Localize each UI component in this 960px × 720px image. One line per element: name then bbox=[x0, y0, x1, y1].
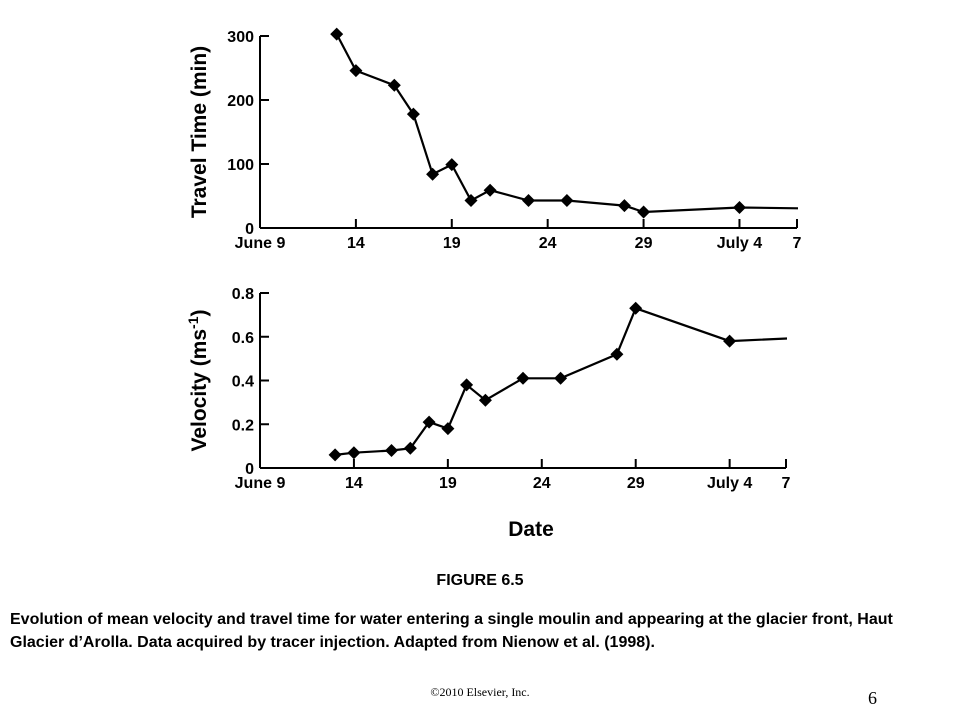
x-tick-label: 7 bbox=[782, 475, 791, 492]
series-line bbox=[335, 33, 798, 214]
y-tick-label: 0.6 bbox=[232, 330, 254, 347]
data-point-marker bbox=[387, 78, 401, 92]
data-point-marker bbox=[445, 158, 459, 172]
data-point-marker bbox=[560, 194, 574, 207]
y-axis-label: Velocity (ms-1) bbox=[185, 309, 211, 451]
data-point-marker bbox=[349, 64, 363, 78]
data-point-marker bbox=[464, 194, 478, 207]
data-point-marker bbox=[483, 183, 497, 197]
x-tick-label: 24 bbox=[533, 475, 551, 492]
x-tick-label: 19 bbox=[439, 475, 457, 492]
data-point-marker bbox=[522, 194, 535, 207]
y-tick-label: 0.4 bbox=[232, 374, 254, 391]
data-point-marker bbox=[516, 371, 530, 385]
y-tick-label: 0 bbox=[245, 221, 254, 238]
data-point-marker bbox=[426, 167, 440, 181]
data-point-marker bbox=[330, 27, 344, 41]
y-axis-label-superscript: -1 bbox=[185, 316, 201, 329]
data-point-marker bbox=[637, 205, 651, 219]
data-point-marker bbox=[385, 444, 398, 457]
x-tick-label: June 9 bbox=[235, 475, 286, 492]
y-tick-label: 100 bbox=[227, 157, 254, 174]
y-tick-label: 0.8 bbox=[232, 286, 254, 303]
x-tick-label: 14 bbox=[347, 235, 365, 252]
x-tick-label: 24 bbox=[539, 235, 557, 252]
y-axis-label: Travel Time (min) bbox=[188, 46, 211, 218]
figure-charts: 0 100 200 300 June 9 14 19 24 29 July 4 7 Travel Ti… bbox=[185, 27, 802, 541]
x-tick-label: 7 bbox=[793, 235, 802, 252]
x-tick-label: 29 bbox=[635, 235, 653, 252]
data-point-marker bbox=[733, 201, 746, 214]
data-point-marker bbox=[723, 334, 737, 348]
y-tick-label: 0 bbox=[245, 461, 254, 478]
x-tick-label: July 4 bbox=[707, 475, 752, 492]
data-point-marker bbox=[610, 347, 624, 361]
data-point-marker bbox=[478, 393, 492, 407]
data-point-marker bbox=[403, 441, 417, 455]
page-number: 6 bbox=[868, 688, 877, 708]
figure-title: FIGURE 6.5 bbox=[436, 572, 524, 589]
data-point-marker bbox=[347, 446, 361, 460]
data-point-marker bbox=[406, 107, 420, 121]
x-tick-label: 19 bbox=[443, 235, 461, 252]
x-tick-label: June 9 bbox=[235, 235, 286, 252]
x-tick-label: July 4 bbox=[717, 235, 762, 252]
data-point-marker bbox=[617, 199, 631, 213]
x-tick-label: 14 bbox=[345, 475, 363, 492]
data-point-marker bbox=[328, 448, 342, 462]
data-point-marker bbox=[441, 422, 455, 436]
y-tick-label: 300 bbox=[227, 29, 254, 46]
data-point-marker bbox=[629, 301, 643, 315]
x-tick-label: 29 bbox=[627, 475, 645, 492]
y-tick-label: 0.2 bbox=[232, 417, 254, 434]
figure-caption: Evolution of mean velocity and travel ti… bbox=[10, 611, 893, 651]
data-point-marker bbox=[422, 415, 436, 429]
copyright-notice: ©2010 Elsevier, Inc. bbox=[430, 685, 530, 699]
x-axis-label: Date bbox=[508, 518, 554, 541]
data-point-marker bbox=[554, 371, 568, 385]
data-point-marker bbox=[460, 378, 474, 392]
y-tick-label: 200 bbox=[227, 93, 254, 110]
series-line bbox=[334, 306, 787, 456]
